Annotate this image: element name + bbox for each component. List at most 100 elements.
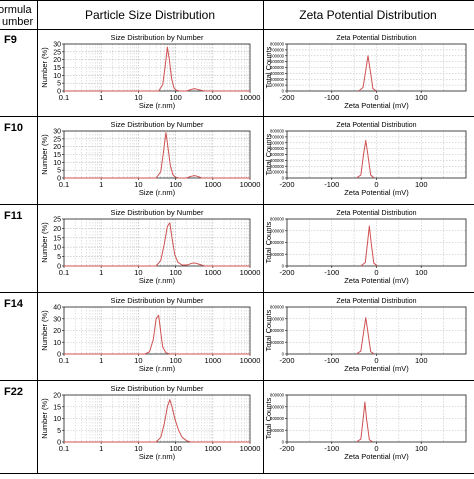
x-tick-label: -200	[279, 444, 294, 453]
x-axis-label: Size (r.nm)	[139, 276, 176, 285]
y-tick-label: 20	[53, 144, 61, 151]
y-tick-label: 0	[57, 176, 61, 183]
x-tick-label: 10000	[240, 444, 261, 453]
y-tick-label: 0	[282, 89, 285, 94]
y-tick-label: 600000	[270, 316, 285, 321]
x-tick-label: 0.1	[59, 93, 69, 102]
y-tick-label: 800000	[270, 217, 285, 222]
y-tick-label: 20	[53, 226, 61, 233]
series-line	[356, 317, 375, 355]
y-tick-label: 100000	[270, 83, 285, 88]
y-tick-label: 800000	[270, 393, 285, 398]
y-tick-label: 10	[53, 416, 61, 423]
y-tick-label: 5	[57, 428, 61, 435]
header-formula-line1: ormula	[0, 4, 33, 16]
y-tick-label: 400000	[270, 65, 285, 70]
y-tick-label: 500000	[270, 146, 285, 151]
x-axis-label: Zeta Potential (mV)	[344, 101, 409, 110]
series-line	[64, 399, 250, 443]
chart-title: Size Distribution by Number	[111, 384, 204, 393]
y-tick-label: 20	[53, 393, 61, 400]
x-tick-label: 0.1	[59, 268, 69, 277]
row-label-f9: F9	[4, 34, 17, 46]
x-tick-label: 10000	[240, 356, 261, 365]
y-tick-label: 600000	[270, 140, 285, 145]
x-tick-label: 100	[415, 356, 428, 365]
y-tick-label: 700000	[270, 134, 285, 139]
zeta-chart-f10: Zeta Potential Distribution0100000200000…	[264, 122, 467, 197]
y-axis-label: Number (%)	[40, 310, 49, 351]
y-tick-label: 200000	[270, 77, 285, 82]
y-tick-label: 700000	[270, 47, 285, 52]
y-tick-label: 30	[53, 42, 61, 49]
y-tick-label: 10	[53, 340, 61, 347]
x-tick-label: 0	[374, 444, 378, 453]
size-chart-f14: Size Distribution by Number 0 10 20 30 40 0.1 1…	[40, 296, 260, 373]
chart-title: Zeta Potential Distribution	[336, 210, 416, 217]
y-axis-label: Number (%)	[40, 134, 49, 175]
x-tick-label: 0	[374, 180, 378, 189]
y-tick-label: 0	[57, 440, 61, 447]
y-tick-label: 400000	[270, 152, 285, 157]
y-axis-label: Total Counts	[264, 309, 273, 351]
x-tick-label: 1000	[204, 268, 221, 277]
x-tick-label: 0	[374, 356, 378, 365]
x-tick-label: 100	[169, 93, 182, 102]
y-tick-label: 0	[57, 264, 61, 271]
x-tick-label: 1	[99, 356, 103, 365]
y-tick-label: 5	[57, 81, 61, 88]
header-size-distribution: Particle Size Distribution	[85, 8, 215, 22]
y-tick-label: 30	[53, 129, 61, 136]
y-tick-label: 40	[53, 305, 61, 312]
x-tick-label: -200	[279, 356, 294, 365]
x-tick-label: 1000	[204, 444, 221, 453]
x-tick-label: 0.1	[59, 444, 69, 453]
y-tick-label: 400000	[270, 416, 285, 421]
x-tick-label: -100	[324, 180, 339, 189]
x-tick-label: 10	[134, 444, 142, 453]
x-tick-label: 10000	[240, 268, 261, 277]
x-tick-label: 10	[134, 93, 142, 102]
series-line	[358, 55, 377, 92]
y-tick-label: 0	[282, 440, 285, 445]
series-line	[360, 225, 378, 267]
series-line	[64, 222, 250, 267]
x-tick-label: 100	[415, 444, 428, 453]
x-tick-label: 100	[415, 180, 428, 189]
chart-title: Size Distribution by Number	[111, 208, 204, 217]
row-label-f10: F10	[4, 122, 23, 134]
y-tick-label: 20	[53, 328, 61, 335]
y-tick-label: 0	[282, 352, 285, 357]
row-label-f11: F11	[4, 210, 22, 222]
x-tick-label: 100	[169, 180, 182, 189]
y-tick-label: 15	[53, 152, 61, 159]
y-tick-label: 15	[53, 65, 61, 72]
y-axis-label: Number (%)	[40, 47, 49, 88]
header-formula-line2: umber	[2, 16, 34, 28]
x-tick-label: 100	[169, 356, 182, 365]
y-tick-label: 800000	[270, 129, 285, 134]
x-tick-label: 0.1	[59, 180, 69, 189]
y-tick-label: 800000	[270, 305, 285, 310]
x-tick-label: 1	[99, 268, 103, 277]
x-axis-label: Size (r.nm)	[139, 101, 176, 110]
x-tick-label: -200	[279, 93, 294, 102]
y-tick-label: 600000	[270, 228, 285, 233]
y-axis-label: Total Counts	[264, 397, 273, 439]
x-tick-label: 0	[374, 93, 378, 102]
x-tick-label: 0	[374, 268, 378, 277]
size-chart-f11: Size Distribution by Number 0 5 10 15 20 25 0.1…	[40, 208, 260, 285]
chart-title: Zeta Potential Distribution	[336, 298, 416, 305]
x-axis-label: Zeta Potential (mV)	[344, 276, 409, 285]
x-tick-label: 100	[169, 268, 182, 277]
y-axis-label: Number (%)	[40, 222, 49, 263]
x-tick-label: -100	[324, 93, 339, 102]
x-axis-label: Zeta Potential (mV)	[344, 452, 409, 461]
y-tick-label: 400000	[270, 240, 285, 245]
y-tick-label: 25	[53, 136, 61, 143]
chart-title: Zeta Potential Distribution	[336, 122, 416, 129]
x-tick-label: 100	[415, 268, 428, 277]
y-tick-label: 200000	[270, 340, 285, 345]
series-line	[64, 314, 250, 355]
x-tick-label: 10	[134, 180, 142, 189]
